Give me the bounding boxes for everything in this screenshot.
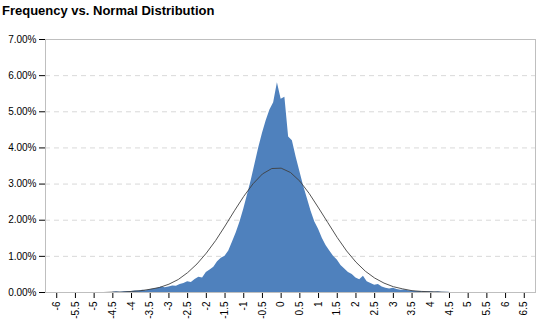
svg-text:-5: -5: [88, 301, 99, 310]
svg-text:4.5: 4.5: [444, 301, 455, 315]
svg-text:0.5: 0.5: [294, 301, 305, 315]
svg-text:-2.5: -2.5: [182, 301, 193, 319]
svg-text:-5.5: -5.5: [70, 301, 81, 319]
svg-text:6.5: 6.5: [518, 301, 529, 315]
svg-text:-3: -3: [163, 301, 174, 310]
svg-text:3.00%: 3.00%: [8, 178, 36, 189]
svg-text:4: 4: [425, 301, 436, 307]
svg-text:1.00%: 1.00%: [8, 251, 36, 262]
svg-text:-2: -2: [201, 301, 212, 310]
svg-text:6.00%: 6.00%: [8, 70, 36, 81]
svg-text:5: 5: [462, 301, 473, 307]
svg-text:-4: -4: [126, 301, 137, 310]
svg-text:2.00%: 2.00%: [8, 214, 36, 225]
svg-text:0: 0: [275, 301, 286, 307]
svg-text:-1.5: -1.5: [219, 301, 230, 319]
svg-text:-0.5: -0.5: [257, 301, 268, 319]
svg-text:1: 1: [313, 301, 324, 307]
svg-text:6: 6: [500, 301, 511, 307]
svg-text:5.00%: 5.00%: [8, 106, 36, 117]
html-text:Frequency vs. Normal Distribut: Frequency vs. Normal Distribution: [2, 3, 215, 18]
svg-text:2: 2: [350, 301, 361, 307]
svg-text:2.5: 2.5: [369, 301, 380, 315]
svg-text:-3.5: -3.5: [144, 301, 155, 319]
svg-text:0.00%: 0.00%: [8, 287, 36, 298]
svg-text:1.5: 1.5: [331, 301, 342, 315]
svg-text:3: 3: [388, 301, 399, 307]
svg-text:5.5: 5.5: [481, 301, 492, 315]
svg-text:7.00%: 7.00%: [8, 34, 36, 45]
svg-text:-1: -1: [238, 301, 249, 310]
svg-text:-4.5: -4.5: [107, 301, 118, 319]
svg-text:4.00%: 4.00%: [8, 142, 36, 153]
svg-text:3.5: 3.5: [406, 301, 417, 315]
svg-text:-6: -6: [51, 301, 62, 310]
